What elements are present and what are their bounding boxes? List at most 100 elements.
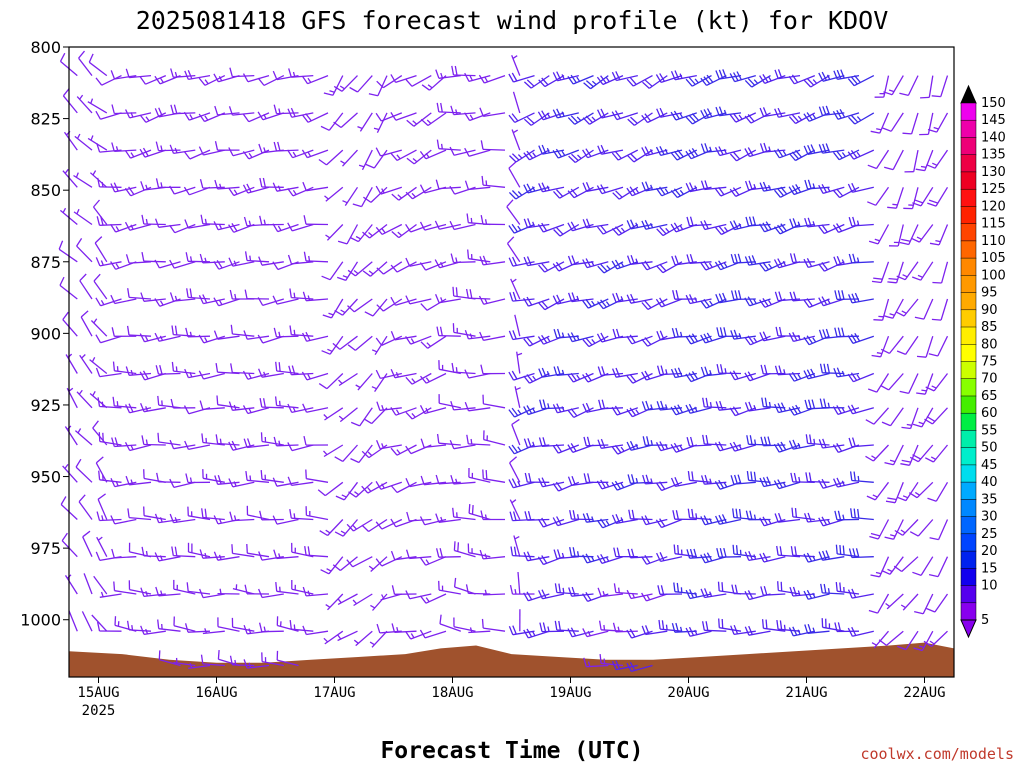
wind-barb [641,592,668,602]
wind-barb [760,436,786,447]
wind-barb [244,584,270,595]
wind-barb [214,141,240,151]
wind-barb [655,73,683,84]
wind-barb [833,186,860,199]
wind-barb [788,112,816,125]
wind-barb [110,223,137,233]
wind-barb [901,407,919,430]
wind-barb [171,361,196,375]
wind-barb [200,654,225,667]
wind-barb [539,399,565,410]
wind-barb [405,549,432,560]
wind-barb [368,75,388,97]
wind-barb [405,477,432,488]
wind-barb [78,494,93,520]
wind-barb [773,441,801,453]
wind-barb [670,477,697,488]
wind-barb [509,456,521,483]
wind-barb [352,593,373,607]
wind-barb [478,74,506,84]
wind-barb [612,292,638,303]
wind-barb [642,75,668,89]
wind-barb [214,105,240,116]
wind-barb [716,327,742,338]
wind-barb [553,328,579,339]
colorbar-label: 35 [981,492,998,507]
wind-barb [467,249,491,263]
wind-barb [869,519,890,540]
colorbar-label: 130 [981,165,1006,180]
wind-barb [626,219,653,230]
wind-barb [143,469,166,483]
wind-barb [641,112,668,124]
wind-barb [231,617,255,632]
wind-barb [79,273,93,300]
colorbar-swatch [960,154,977,173]
wind-barb [538,144,565,155]
wind-barb [95,257,122,267]
wind-barb [874,75,890,98]
colorbar-label: 115 [981,217,1006,232]
wind-barb [390,149,417,161]
wind-barb [611,110,638,121]
wind-barb [468,467,491,483]
wind-barb [730,474,756,485]
ground-terrain [69,642,954,677]
wind-barb [597,438,624,449]
wind-barb [375,556,403,567]
wind-barb [744,180,771,191]
wind-barb [480,510,505,521]
wind-barb [760,586,786,596]
wind-barb [259,215,284,226]
wind-barb [62,168,78,188]
colorbar-bottom-arrow [960,619,977,639]
wind-barb [338,407,358,423]
wind-barb [582,112,609,125]
wind-barb [420,298,447,311]
wind-barb [626,661,653,673]
wind-barb [597,366,624,377]
wind-barb [62,88,78,114]
wind-barb [170,104,196,115]
wind-barb [273,327,299,338]
wind-barb [390,550,417,561]
wind-barb [91,614,108,632]
colorbar-swatch [960,430,977,449]
wind-barb [213,330,240,340]
wind-barb [188,662,211,669]
wind-barb [567,292,594,303]
wind-barb [349,75,373,93]
wind-barb [301,74,329,85]
wind-barb [538,75,565,88]
wind-barb [216,395,240,409]
wind-barb [139,402,166,413]
wind-barb [87,98,108,114]
wind-barb [390,444,417,456]
wind-barb [700,515,727,526]
wind-barb [110,182,137,193]
wind-barb [94,236,108,263]
wind-barb [582,512,609,523]
wind-barb [228,478,255,488]
colorbar-swatch [960,326,977,345]
wind-barb [641,515,668,526]
wind-barb [125,254,152,264]
x-axis: 15AUG 2025 16AUG 17AUG 18AUG 19AUG 20AUG 21AUG 2… [77,677,946,719]
wind-barb [512,91,521,114]
wind-barb [95,456,108,483]
wind-barb [871,335,890,358]
wind-barb [658,619,683,632]
wind-barb [337,593,358,605]
wind-barb [803,589,830,600]
wind-barb [112,361,137,375]
wind-barb [243,330,270,340]
wind-barb [229,289,255,300]
wind-barb [880,373,904,391]
wind-barb [376,401,402,412]
colorbar-swatch [960,361,977,380]
wind-barb [847,404,874,415]
wind-barb [686,436,712,447]
credit-link[interactable]: coolwx.com/models [860,745,1014,763]
wind-barb [761,619,786,632]
wind-barb [832,108,860,120]
